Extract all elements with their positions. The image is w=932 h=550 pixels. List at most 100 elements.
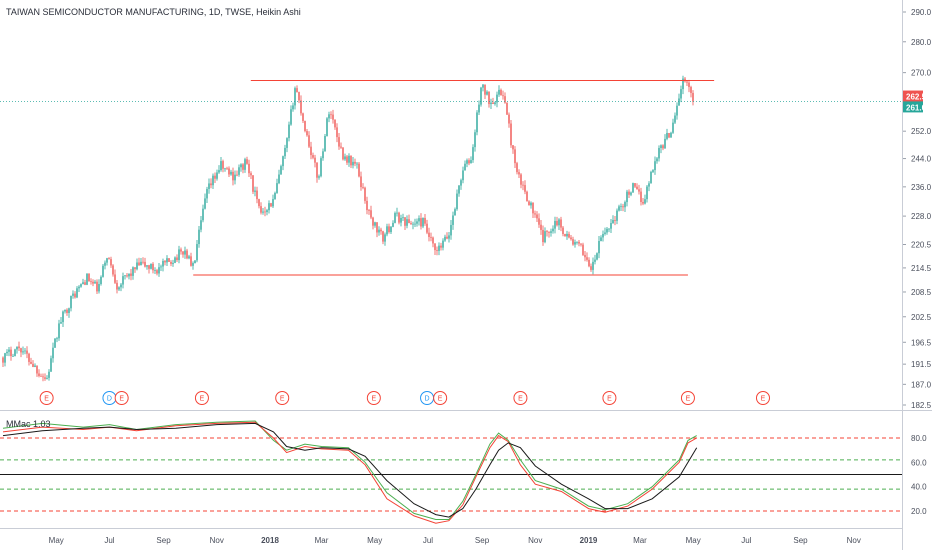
time-tick-label: May [49,536,64,545]
price-tick-label: 228.0 [911,212,932,221]
earnings-event-marker[interactable] [433,391,448,405]
candle-body [116,282,118,290]
candle-body [612,220,614,224]
last-price-tag-label: 262.5 [906,93,927,102]
candle-body [150,263,152,269]
candle-body [136,262,138,270]
earnings-event-marker[interactable] [680,391,695,405]
candle-body [602,233,604,238]
candle-body [488,91,490,105]
earnings-event-marker[interactable] [114,391,129,405]
candle-body [170,261,172,264]
candle-body [222,161,224,169]
candle-body [400,217,402,223]
candle-body [160,266,162,268]
earnings-event-marker[interactable] [275,391,290,405]
candle-body [392,222,394,227]
event-marker-label: D [425,396,430,403]
candle-body [162,261,164,267]
candle-body [294,88,296,106]
earnings-event-marker[interactable] [366,391,381,405]
candle-body [472,147,474,161]
candle-body [316,162,318,178]
candle-body [186,250,188,259]
candle-body [462,170,464,181]
earnings-event-marker[interactable] [513,391,528,405]
time-axis[interactable]: May Jul Sep Nov 2018 Mar May Jul Sep Nov 2019 Mar Ma… [49,536,861,545]
earnings-event-marker[interactable] [194,391,209,405]
candle-body [510,123,512,146]
candle-body [414,223,416,225]
candle-body [500,89,502,96]
candle-body [220,161,222,171]
candle-body [104,262,106,266]
candle-body [318,176,320,178]
earnings-event-marker[interactable] [39,391,54,405]
candle-body [194,260,196,264]
time-tick-label: May [686,536,701,545]
time-tick-label: Jul [423,536,433,545]
price-axis[interactable]: 290.0 280.0 270.0 252.0 244.0 236.0 228.0 220.5… [903,8,932,410]
candle-body [586,257,588,260]
earnings-event-marker[interactable] [755,391,770,405]
candle-body [200,220,202,230]
candle-body [502,95,504,97]
time-tick-label: Jul [104,536,114,545]
oscillator-pane[interactable] [0,420,902,524]
candle-body [196,244,198,261]
candle-body [568,233,570,238]
candle-body [54,338,56,348]
candle-body [286,138,288,148]
candle-body [604,232,606,234]
candle-body [436,250,438,251]
candle-body [598,241,600,254]
candle-body [68,308,70,313]
earnings-event-marker[interactable] [602,391,617,405]
oscillator-axis[interactable]: 80.0 60.0 40.0 20.0 [911,434,927,516]
candle-body [574,242,576,245]
candle-body [86,273,88,285]
price-tick-label: 236.0 [911,183,932,192]
candle-body [450,224,452,236]
indicator-name: MMac 1.03 [6,419,51,429]
event-marker-label: E [686,396,691,403]
candle-body [556,220,558,226]
candle-body [690,87,692,93]
price-tick-label: 202.5 [911,313,932,322]
candle-body [210,183,212,186]
candle-body [250,173,252,176]
event-marker-label: E [607,396,612,403]
candle-body [278,174,280,184]
candle-body [206,188,208,199]
candle-body [344,156,346,160]
candle-body [512,145,514,150]
candle-body [442,240,444,248]
candle-body [122,276,124,285]
candle-body [284,147,286,157]
candle-body [192,263,194,266]
candle-body [404,217,406,226]
candle-body [646,186,648,200]
candle-body [680,89,682,99]
candle-body [306,131,308,136]
candle-body [668,132,670,138]
candle-body [412,223,414,225]
candle-body [288,124,290,139]
candle-body [520,174,522,185]
candle-body [382,231,384,242]
candle-body [402,217,404,219]
candle-body [176,257,178,261]
candle-body [620,206,622,208]
time-tick-label: May [367,536,382,545]
candle-body [664,138,666,149]
candle-body [168,258,170,262]
time-tick-label: 2019 [580,536,598,545]
candle-body [656,158,658,162]
event-marker-label: E [518,396,523,403]
event-marker-label: E [200,396,205,403]
candle-body [642,201,644,204]
candle-body [118,287,120,290]
candle-body [384,234,386,242]
